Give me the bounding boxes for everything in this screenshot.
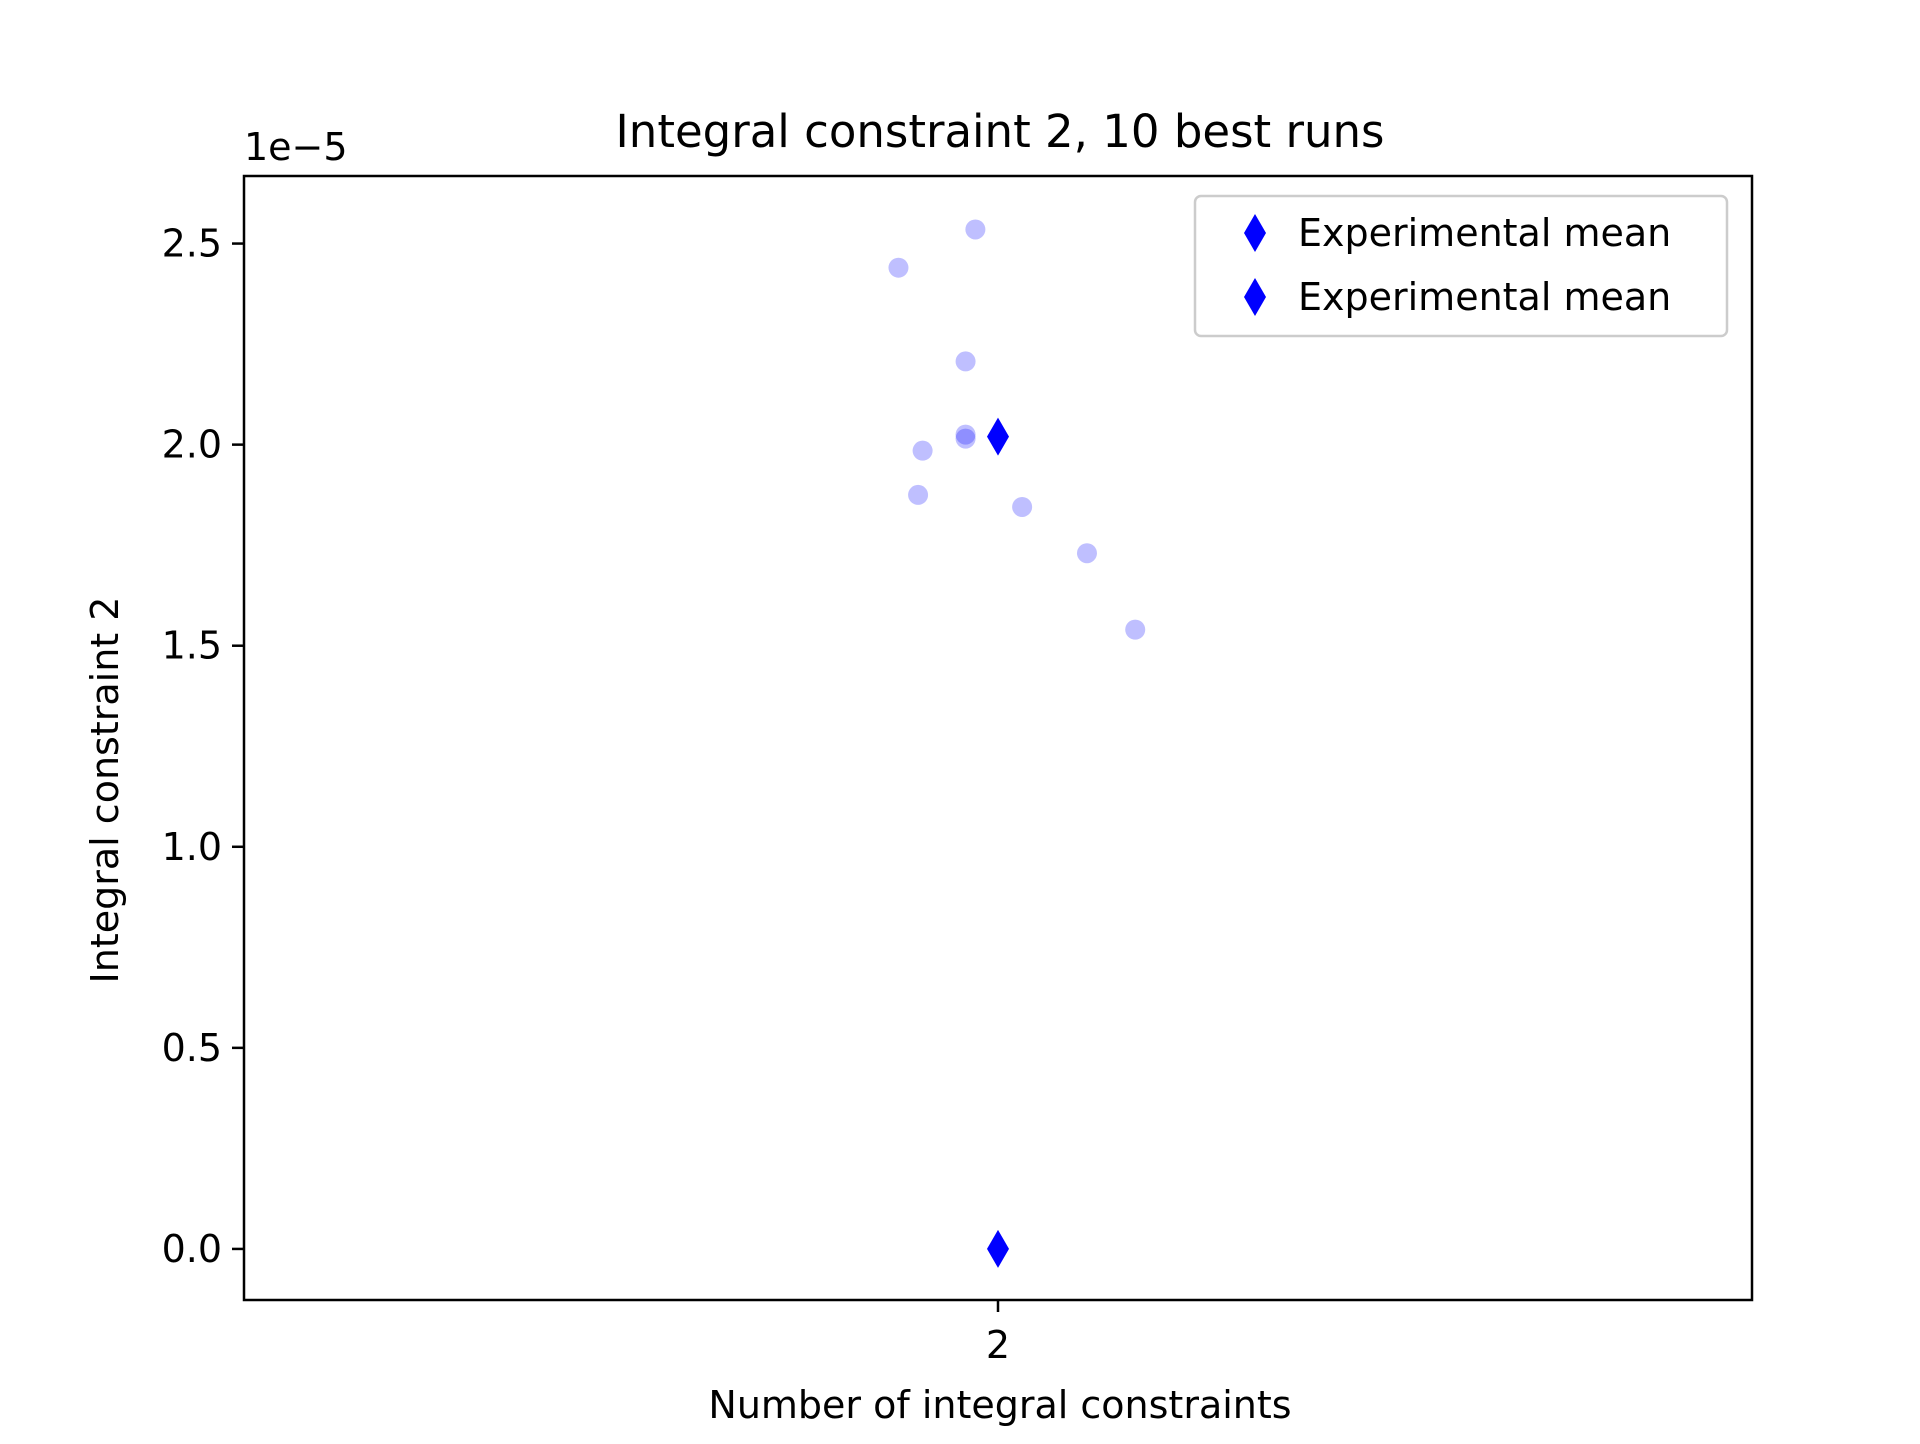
mean-diamond-marker [987,417,1009,456]
run-point [1012,496,1033,517]
plot-area-frame [242,174,1754,1302]
run-point [955,351,976,372]
run-point [888,257,909,278]
y-tick-label: 1.0 [162,825,222,869]
run-point [1125,619,1146,640]
run-point [955,428,976,449]
run-point [965,219,986,240]
y-tick-label: 0.0 [162,1227,222,1271]
data-points [888,219,1146,1268]
run-point [955,424,976,445]
x-axis-label: Number of integral constraints [708,1383,1291,1427]
legend-marker [1244,278,1266,316]
y-tick-label: 0.5 [162,1026,222,1070]
run-point [908,484,929,505]
run-point [1076,543,1097,564]
run-point [912,440,933,461]
y-axis-offset-label: 1e−5 [244,125,348,169]
x-axis: 2 [986,1300,1010,1367]
mean-diamond-marker [987,1229,1009,1268]
y-tick-label: 1.5 [162,624,222,668]
chart-title: Integral constraint 2, 10 best runs [616,105,1385,158]
legend-marker [1244,214,1266,252]
legend: Experimental mean Experimental mean [1193,194,1729,338]
y-axis: 0.0 0.5 1.0 1.5 2.0 2.5 [162,222,244,1271]
y-tick-label: 2.5 [162,222,222,266]
y-tick-label: 2.0 [162,423,222,467]
legend-box [1193,194,1729,338]
x-tick-label: 2 [986,1323,1010,1367]
y-axis-label: Integral constraint 2 [83,597,127,984]
legend-entry-label: Experimental mean [1298,211,1671,255]
legend-entry-label: Experimental mean [1298,275,1671,319]
